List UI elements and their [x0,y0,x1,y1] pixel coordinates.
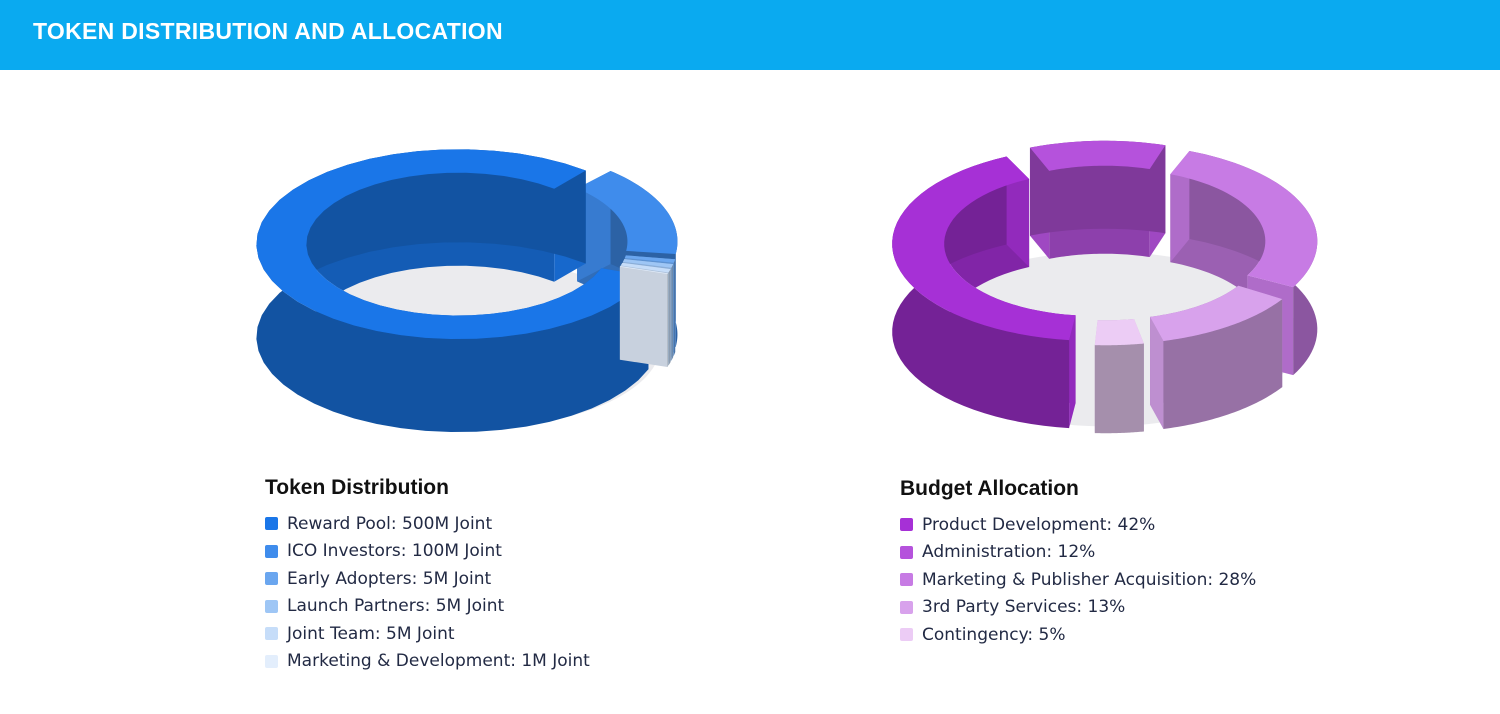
legend-item-ico-investors: ICO Investors: 100M Joint [265,538,590,566]
legend-swatch [900,573,913,587]
legend-item-reward-pool: Reward Pool: 500M Joint [265,510,590,538]
token-legend-list: Reward Pool: 500M Joint ICO Investors: 1… [265,510,590,675]
legend-item-administration: Administration: 12% [900,539,1256,567]
budget-allocation-title: Budget Allocation [900,477,1079,500]
legend-swatch [900,518,913,532]
ring-segment-1 [256,149,649,433]
page-title: TOKEN DISTRIBUTION AND ALLOCATION [33,18,503,44]
budget-allocation-ring-chart [892,140,1318,434]
legend-swatch [900,600,913,614]
legend-swatch [265,599,278,613]
legend-item-marketing-publisher: Marketing & Publisher Acquisition: 28% [900,566,1256,594]
legend-swatch [265,572,278,586]
legend-item-3rd-party-services: 3rd Party Services: 13% [900,594,1256,622]
budget-allocation-legend: Budget Allocation Product Development: 4… [900,477,1256,649]
legend-swatch [900,628,913,642]
legend-label: Marketing & Publisher Acquisition: 28% [922,569,1257,590]
legend-item-marketing-development: Marketing & Development: 1M Joint [265,648,590,676]
ring-segment-4 [1150,285,1283,429]
legend-swatch [265,627,278,641]
legend-label: Launch Partners: 5M Joint [287,596,505,617]
budget-legend-list: Product Development: 42% Administration:… [900,511,1256,649]
legend-label: Contingency: 5% [922,624,1066,645]
token-distribution-ring-chart [256,149,678,433]
page-header: TOKEN DISTRIBUTION AND ALLOCATION [0,0,1500,70]
legend-swatch [900,545,913,559]
legend-item-launch-partners: Launch Partners: 5M Joint [265,593,590,621]
legend-item-contingency: Contingency: 5% [900,621,1256,649]
ring-segment-2 [1029,140,1166,259]
ring-segment-1 [892,156,1076,429]
ring-segment-6 [619,266,668,368]
legend-label: Joint Team: 5M Joint [287,623,455,644]
legend-label: Product Development: 42% [922,514,1156,535]
legend-swatch [265,654,278,668]
legend-swatch [265,544,278,558]
token-distribution-title: Token Distribution [265,476,449,499]
legend-item-joint-team: Joint Team: 5M Joint [265,620,590,648]
legend-label: Reward Pool: 500M Joint [287,513,493,534]
token-distribution-legend: Token Distribution Reward Pool: 500M Joi… [265,476,590,675]
legend-item-early-adopters: Early Adopters: 5M Joint [265,565,590,593]
ring-segment-5 [1094,318,1144,434]
legend-label: Early Adopters: 5M Joint [287,568,492,589]
legend-label: Marketing & Development: 1M Joint [287,651,590,672]
legend-swatch [265,517,278,531]
legend-label: 3rd Party Services: 13% [922,597,1126,618]
legend-label: ICO Investors: 100M Joint [287,541,502,562]
legend-item-product-development: Product Development: 42% [900,511,1256,539]
legend-label: Administration: 12% [922,542,1096,563]
